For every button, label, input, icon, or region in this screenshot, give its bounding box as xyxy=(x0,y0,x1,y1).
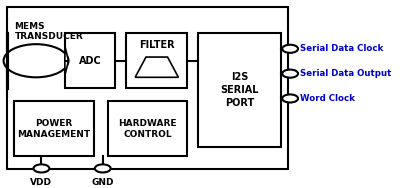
Circle shape xyxy=(95,164,111,172)
Bar xyxy=(126,33,188,88)
Polygon shape xyxy=(65,46,68,75)
Bar xyxy=(198,33,281,147)
Text: HARDWARE
CONTROL: HARDWARE CONTROL xyxy=(118,119,177,139)
Bar xyxy=(14,101,94,156)
Text: MEMS
TRANSDUCER: MEMS TRANSDUCER xyxy=(14,22,83,42)
Text: Word Clock: Word Clock xyxy=(300,94,355,103)
Text: FILTER: FILTER xyxy=(139,40,174,50)
Text: VDD: VDD xyxy=(30,178,52,187)
Bar xyxy=(65,33,115,88)
Text: Serial Data Clock: Serial Data Clock xyxy=(300,44,384,53)
Bar xyxy=(108,101,188,156)
Circle shape xyxy=(4,44,68,77)
Text: ADC: ADC xyxy=(79,56,102,66)
Circle shape xyxy=(282,94,298,102)
Circle shape xyxy=(282,70,298,78)
Polygon shape xyxy=(135,57,178,77)
Text: I2S
SERIAL
PORT: I2S SERIAL PORT xyxy=(220,72,259,108)
Bar xyxy=(7,7,288,169)
Text: POWER
MANAGEMENT: POWER MANAGEMENT xyxy=(18,119,91,139)
Text: GND: GND xyxy=(92,178,114,187)
Circle shape xyxy=(282,45,298,53)
Text: Serial Data Output: Serial Data Output xyxy=(300,69,392,78)
Circle shape xyxy=(34,164,49,172)
